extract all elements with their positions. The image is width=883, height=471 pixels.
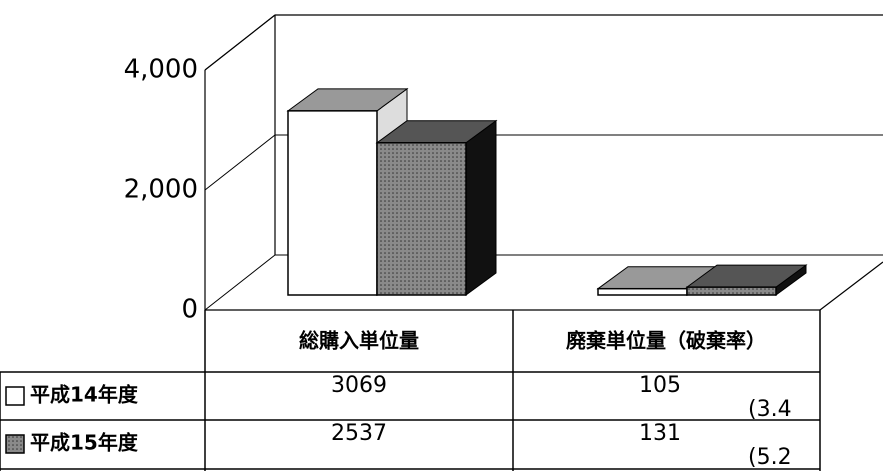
bar [597, 287, 688, 296]
category-header: 廃棄単位量（破棄率） [566, 329, 766, 353]
bar [686, 286, 777, 296]
legend-swatch [5, 386, 25, 406]
bar [287, 110, 378, 296]
table-value: 105 [639, 373, 681, 398]
bar [376, 142, 467, 296]
legend-label: 平成14年度 [30, 383, 139, 407]
category-header: 総購入単位量 [299, 329, 419, 353]
y-tick-label: 2,000 [124, 175, 198, 205]
table-value: 3069 [331, 373, 387, 398]
annotation: (3.4 [748, 397, 792, 422]
legend-swatch [5, 434, 25, 454]
table-value: 2537 [331, 421, 387, 446]
grid-line [204, 14, 883, 71]
y-tick-label: 0 [181, 295, 198, 325]
grid-line [204, 134, 883, 191]
bar-side [465, 119, 497, 296]
grid-line [204, 254, 883, 311]
table-value: 131 [639, 421, 681, 446]
y-tick-label: 4,000 [124, 55, 198, 85]
annotation: (5.2 [748, 445, 792, 470]
legend-label: 平成15年度 [30, 431, 139, 455]
table-grid [0, 310, 821, 471]
